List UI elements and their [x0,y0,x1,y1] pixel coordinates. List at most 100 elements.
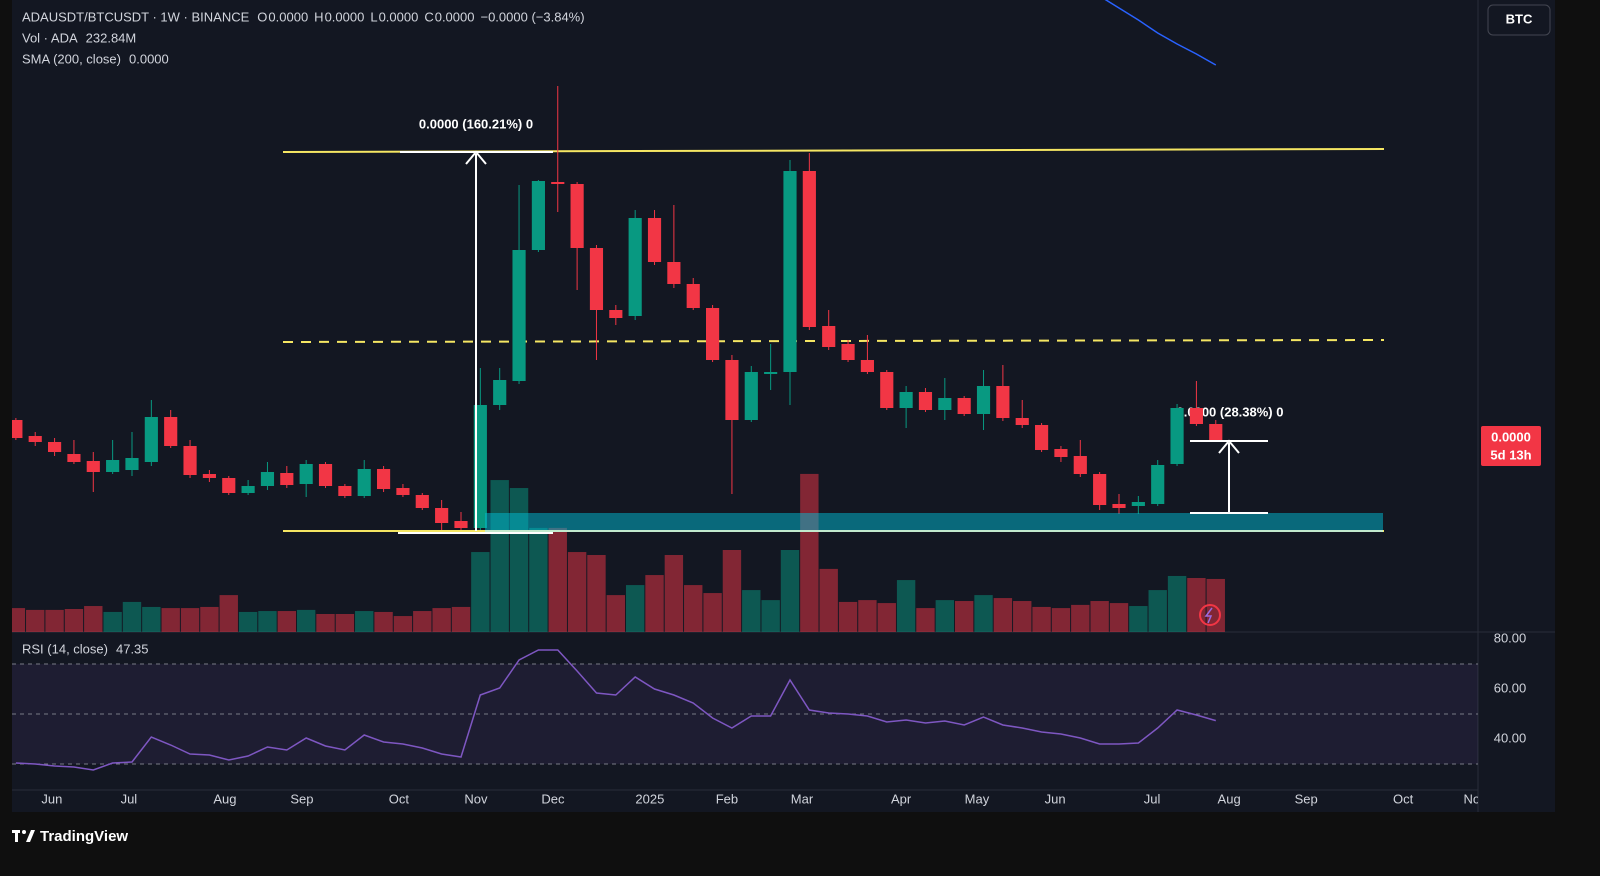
candle-body [183,446,197,475]
candle-body [860,360,874,372]
sma-line [1104,0,1217,66]
candle-body [957,398,971,414]
ohlc-value: 0.0000 [435,9,475,24]
candle-body [241,486,255,493]
volume-bar [742,590,761,632]
candle-body [338,486,352,496]
volume-bar [1013,601,1032,632]
volume-bar [490,480,509,632]
candle-body [628,218,642,316]
volume-bar [761,600,780,632]
candle-body [12,420,23,438]
candle-body [764,372,778,374]
ohlc-label: O [257,9,267,24]
candle-body [938,398,952,410]
volume-bar [567,552,587,632]
candle-body [473,405,487,528]
volume-bar [819,568,838,632]
candle-body [686,284,700,308]
candle-body [86,461,100,472]
volume-bar [12,608,26,632]
candle-body [164,417,178,446]
currency-label: BTC [1506,11,1533,26]
currency-button[interactable] [1487,4,1551,36]
ohlc-label: H [314,9,323,24]
price-change: −0.0000 (−3.84%) [480,9,584,24]
candle-body [493,380,507,405]
countdown: 5d 13h [1490,447,1531,462]
x-tick-label: May [965,791,990,806]
candle-body [1035,425,1049,450]
volume-bar [974,595,993,632]
volume-bar [916,608,935,632]
volume-bar [606,595,626,632]
candle-body [1131,502,1145,506]
candle-body [744,372,758,420]
candle-body [357,469,371,496]
alert-bolt [1204,607,1213,624]
last-price: 0.0000 [1491,429,1531,444]
ohlc-value: 0.0000 [379,9,419,24]
volume-bar [838,601,858,632]
legend-value: 0.0000 [129,51,169,66]
candle-body [531,181,545,250]
volume-bar [355,611,374,632]
candle-body [667,262,681,284]
volume-bar [26,609,45,632]
ohlc-label: C [424,9,433,24]
logo-part [26,830,35,842]
candle-body [202,474,216,478]
measure-label: 0.0000 (160.21%) 0 [419,116,533,131]
candle-body [28,436,42,442]
x-tick-label: Feb [716,791,738,806]
candle-body [899,392,913,408]
volume-bar [471,552,490,632]
volume-bar [1187,578,1206,632]
volume-bar [896,580,916,632]
volume-bar [200,606,219,632]
volume-bar [1129,606,1148,632]
volume-bar [103,611,122,632]
volume-bar [161,608,180,632]
volume-bar [1148,590,1167,632]
ohlc-value: 0.0000 [325,9,365,24]
logo-part [15,830,18,842]
ohlc-value: 0.0000 [268,9,308,24]
volume-bar [722,549,742,632]
candle-body [880,372,894,408]
volume-bar [1090,601,1109,632]
volume-bar [277,611,297,632]
candle-body [280,473,294,485]
x-tick-label: Aug [1218,791,1241,806]
candle-body [415,495,429,508]
volume-bar [296,609,316,632]
volume-bar [1167,575,1187,632]
mid-line [282,339,1385,343]
candle-body [1189,408,1203,424]
volume-bar [954,601,974,632]
volume-bar [451,606,471,632]
rsi-line [15,649,1217,771]
x-tick-label: Jul [1144,791,1161,806]
candle-body [1054,449,1068,457]
candle-body [144,417,158,462]
alert-icon[interactable] [1199,604,1221,626]
volume-bar [993,598,1013,632]
volume-bar [258,611,277,632]
candle-body [318,464,333,486]
brand-logo [12,830,35,842]
candle-body [570,184,584,248]
candle-body [67,454,81,462]
candle-body [222,478,236,493]
logo-part [22,830,26,834]
x-tick-label: 2025 [635,791,664,806]
candle-body [918,392,933,410]
y-tick-label: 60.00 [1494,680,1527,695]
volume-bar [1051,608,1071,632]
candle-body [1015,418,1029,425]
candle-body [996,386,1010,418]
x-tick-label: Nov [1464,791,1488,806]
candle-body [1170,408,1184,464]
x-tick-label: Nov [464,791,488,806]
